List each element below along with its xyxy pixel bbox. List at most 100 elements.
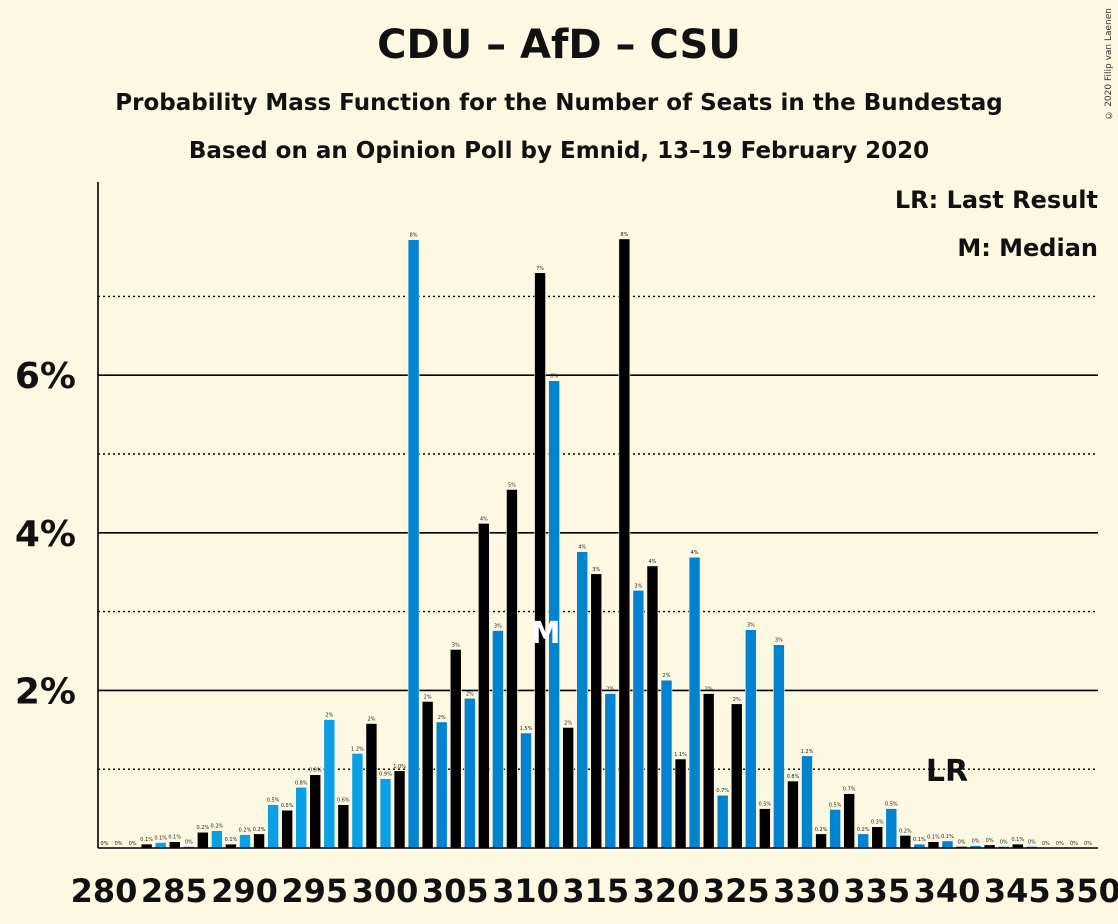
bar [492,630,504,849]
bar [871,826,884,849]
bar [702,693,715,849]
data-label: 7% [536,266,544,272]
data-label: 8% [620,232,628,238]
data-label: 1.2% [351,746,364,752]
data-label: 0.1% [154,835,167,841]
bar [520,732,532,849]
bar [660,679,673,849]
chart-subtitle: Probability Mass Function for the Number… [115,90,1003,116]
x-tick-label: 320 [633,872,700,910]
bar [759,808,771,849]
bar [463,697,476,849]
data-label: 0.5% [281,803,294,809]
data-label: 0.2% [239,828,252,834]
x-tick-label: 315 [562,872,629,910]
data-label: 3% [494,624,502,630]
last-result-marker: LR [926,754,968,789]
data-label: 0.1% [225,837,238,843]
bar [449,649,462,849]
bar [534,272,546,849]
data-label: 1.5% [520,726,533,732]
data-label: 0.8% [295,780,308,786]
data-label: 0.8% [787,774,800,780]
data-label: 0% [1042,841,1050,847]
bar [478,523,490,849]
bar [688,556,701,849]
data-label: 3% [592,567,600,573]
data-label: 0% [986,838,994,844]
bar [421,701,434,849]
x-tick-label: 295 [281,872,348,910]
bar [885,808,898,849]
bar [379,778,392,849]
data-label: 0.2% [899,828,912,834]
median-marker: M [531,616,561,651]
data-label: 1.2% [801,749,814,755]
bar [407,239,420,849]
bar [927,841,940,849]
bar [337,804,350,849]
bar [365,723,378,849]
bar [730,703,743,849]
data-label: 3% [634,583,642,589]
bar [857,833,870,849]
bar [435,721,448,849]
x-tick-label: 330 [773,872,840,910]
bar [309,774,322,849]
data-label: 2% [438,715,446,721]
data-label: 0.5% [885,802,898,808]
bar [744,629,757,849]
bar [239,834,251,849]
data-label: 0.9% [379,772,392,778]
x-tick-label: 310 [492,872,559,910]
x-tick-label: 300 [352,872,419,910]
bar [899,835,912,849]
bar [295,787,308,849]
data-label: 0.7% [716,788,729,794]
data-label: 0% [101,841,109,847]
data-label: 8% [410,233,418,239]
data-label: 2% [367,716,375,722]
data-label: 0.1% [941,834,954,840]
data-label: 0.5% [267,798,280,804]
data-label: 0.5% [758,802,771,808]
x-tick-label: 290 [211,872,278,910]
data-label: 0.1% [1011,837,1024,843]
bar [562,727,574,849]
x-tick-label: 280 [71,872,138,910]
data-label: 0.2% [211,824,224,830]
bar [253,833,265,849]
data-label: 0.2% [815,827,828,833]
data-label: 1.0% [393,764,406,770]
bar [674,758,687,849]
data-label: 0.3% [871,820,884,826]
data-label: 3% [775,638,783,644]
data-label: 0% [115,841,123,847]
x-tick-label: 335 [843,872,910,910]
bar [787,780,799,849]
data-label: 0.9% [309,768,322,774]
bar [197,831,209,849]
data-label: 4% [691,550,699,556]
bar [618,238,631,849]
bar [815,833,827,849]
x-tick-label: 285 [141,872,208,910]
data-label: 2% [424,694,432,700]
data-label: 2% [733,697,741,703]
bar [267,804,279,849]
bar [506,489,518,849]
data-label: 1.1% [674,752,687,758]
data-label: 5% [508,482,516,488]
data-label: 0% [1056,841,1064,847]
data-label: 3% [452,642,460,648]
bar [941,840,954,849]
legend-last-result: LR: Last Result [894,186,1098,214]
data-label: 3% [747,623,755,629]
data-label: 6% [550,374,558,380]
bar [632,590,645,849]
data-label: 2% [466,691,474,697]
data-label: 0% [972,839,980,845]
data-label: 0.2% [253,827,266,833]
chart-subtitle-poll: Based on an Opinion Poll by Emnid, 13–19… [188,138,930,164]
